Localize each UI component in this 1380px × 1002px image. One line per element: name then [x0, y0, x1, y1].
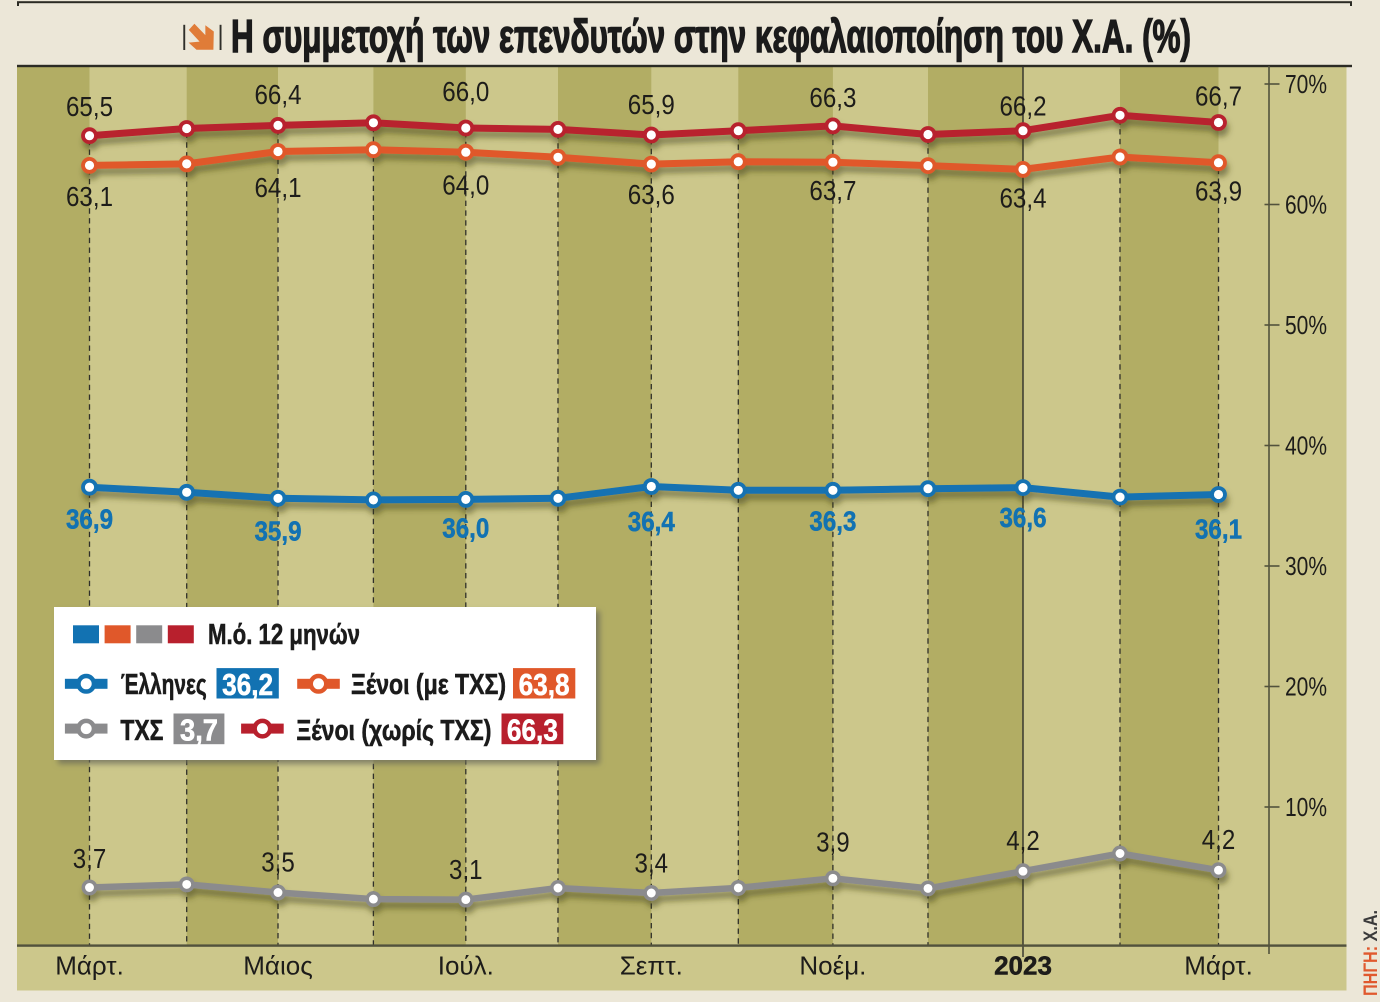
svg-text:Μάρτ.: Μάρτ.	[1184, 951, 1253, 981]
svg-text:Ξένοι (χωρίς ΤΧΣ): Ξένοι (χωρίς ΤΧΣ)	[296, 715, 491, 747]
svg-text:66,3: 66,3	[507, 713, 558, 748]
svg-text:66,3: 66,3	[809, 82, 856, 113]
svg-text:63,6: 63,6	[628, 179, 675, 210]
svg-text:63,8: 63,8	[519, 667, 570, 702]
svg-text:50%: 50%	[1285, 312, 1327, 340]
svg-text:70%: 70%	[1285, 71, 1327, 99]
svg-text:36,9: 36,9	[66, 504, 113, 535]
svg-text:66,0: 66,0	[442, 76, 489, 107]
svg-text:20%: 20%	[1285, 674, 1327, 702]
svg-text:30%: 30%	[1285, 553, 1327, 581]
svg-text:3,7: 3,7	[180, 713, 218, 748]
svg-text:10%: 10%	[1285, 794, 1327, 822]
svg-text:Σεπτ.: Σεπτ.	[620, 951, 683, 981]
svg-text:3,4: 3,4	[635, 848, 669, 879]
svg-text:Έλληνες: Έλληνες	[121, 669, 207, 701]
svg-text:2023: 2023	[994, 951, 1052, 981]
svg-text:36,2: 36,2	[222, 667, 273, 702]
svg-text:Μ.ό. 12 μηνών: Μ.ό. 12 μηνών	[208, 619, 360, 651]
svg-text:36,6: 36,6	[1000, 502, 1047, 533]
svg-text:Η συμμετοχή των επενδυτών στην: Η συμμετοχή των επενδυτών στην κεφαλαιοπ…	[231, 10, 1191, 62]
svg-text:3,1: 3,1	[449, 854, 483, 885]
svg-text:Μάρτ.: Μάρτ.	[55, 951, 124, 981]
svg-text:4,2: 4,2	[1202, 824, 1236, 855]
svg-text:Ιούλ.: Ιούλ.	[438, 951, 494, 981]
svg-text:64,1: 64,1	[255, 172, 302, 203]
svg-text:ΤΧΣ: ΤΧΣ	[120, 715, 163, 747]
svg-text:63,1: 63,1	[66, 181, 113, 212]
svg-text:63,7: 63,7	[809, 175, 856, 206]
svg-text:66,2: 66,2	[1000, 91, 1047, 122]
svg-text:65,9: 65,9	[628, 89, 675, 120]
svg-text:4,2: 4,2	[1006, 825, 1040, 856]
svg-text:36,1: 36,1	[1195, 513, 1242, 544]
svg-text:66,7: 66,7	[1195, 81, 1242, 112]
svg-text:35,9: 35,9	[255, 515, 302, 546]
svg-text:36,0: 36,0	[442, 512, 489, 543]
svg-text:3,5: 3,5	[261, 847, 295, 878]
svg-text:60%: 60%	[1285, 192, 1327, 220]
svg-text:36,3: 36,3	[809, 505, 856, 536]
svg-text:Ξένοι (με ΤΧΣ): Ξένοι (με ΤΧΣ)	[351, 669, 506, 701]
svg-text:63,9: 63,9	[1195, 176, 1242, 207]
svg-text:ΠΗΓΗ: Χ.Α.: ΠΗΓΗ: Χ.Α.	[1361, 910, 1380, 996]
svg-text:36,4: 36,4	[628, 506, 675, 537]
svg-text:65,5: 65,5	[66, 91, 113, 122]
svg-text:63,4: 63,4	[1000, 183, 1047, 214]
svg-text:40%: 40%	[1285, 433, 1327, 461]
svg-text:66,4: 66,4	[255, 79, 302, 110]
svg-text:3,9: 3,9	[816, 827, 850, 858]
svg-text:Μάιος: Μάιος	[243, 951, 312, 981]
svg-text:3,7: 3,7	[73, 843, 107, 874]
svg-text:Νοέμ.: Νοέμ.	[799, 951, 866, 981]
svg-text:64,0: 64,0	[442, 170, 489, 201]
